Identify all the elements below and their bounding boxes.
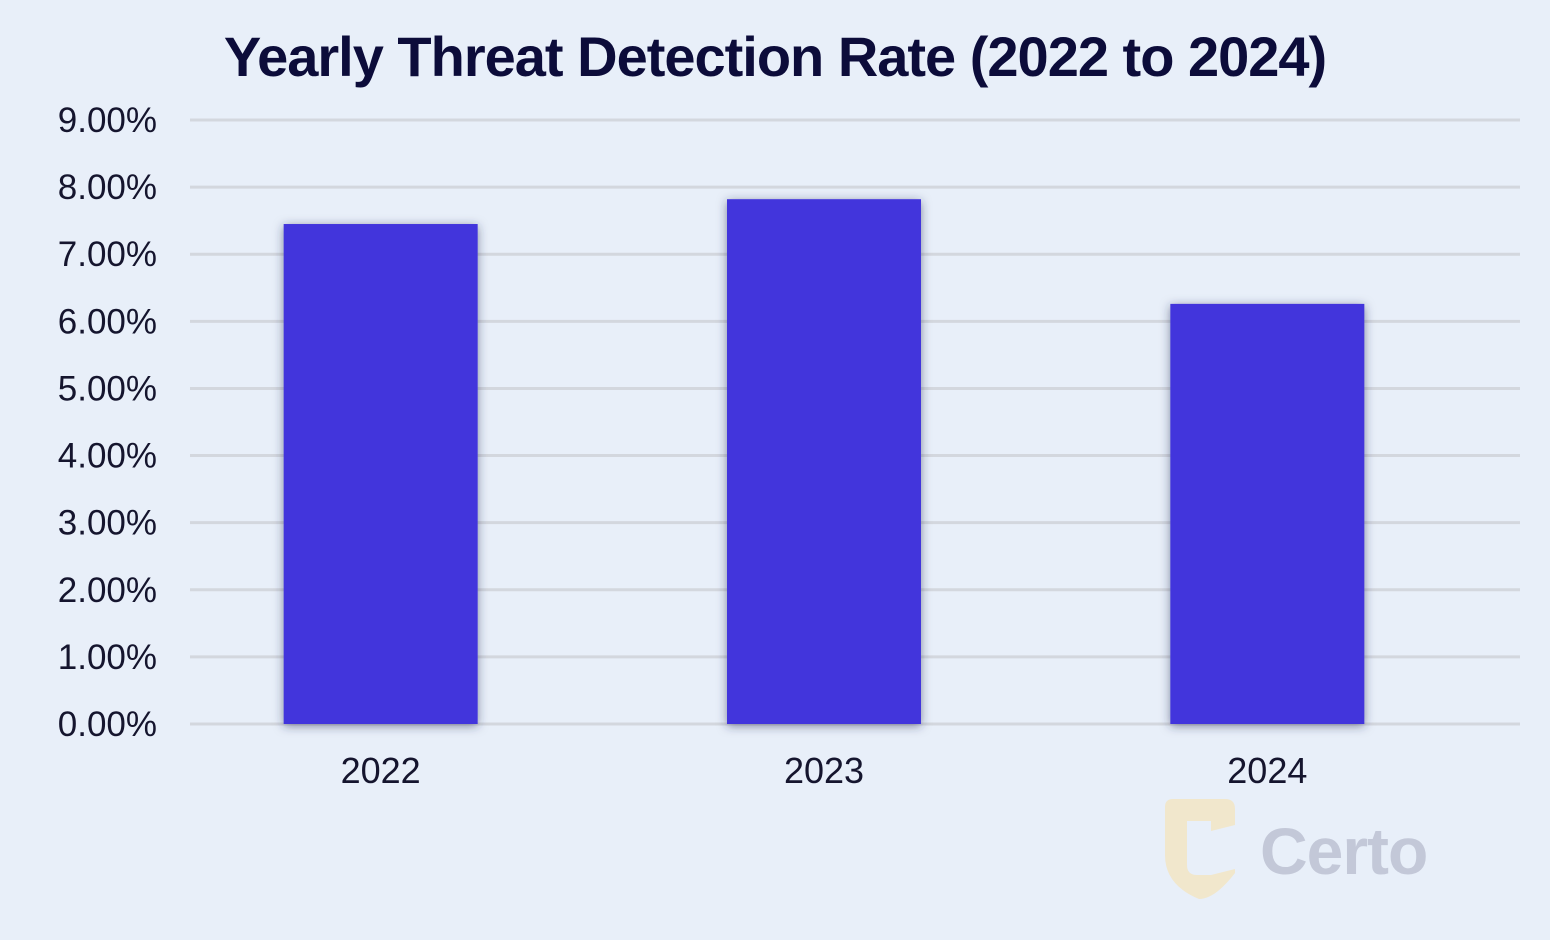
x-tick-label: 2023 (784, 750, 864, 791)
x-tick-label: 2022 (341, 750, 421, 791)
y-tick-label: 6.00% (58, 302, 157, 341)
y-tick-label: 0.00% (58, 705, 157, 744)
bar-2023 (727, 199, 921, 725)
y-tick-label: 2.00% (58, 571, 157, 610)
y-tick-label: 8.00% (58, 168, 157, 207)
certo-logo-icon (1165, 799, 1235, 899)
chart-title: Yearly Threat Detection Rate (2022 to 20… (223, 25, 1327, 88)
x-axis-ticks: 2022 2023 2024 (341, 750, 1308, 791)
y-tick-label: 4.00% (58, 437, 157, 476)
bars (283, 199, 1365, 725)
y-tick-label: 3.00% (58, 504, 157, 543)
y-tick-label: 1.00% (58, 638, 157, 677)
y-tick-label: 9.00% (58, 101, 157, 140)
y-tick-label: 5.00% (58, 369, 157, 408)
y-axis-ticks: 0.00% 1.00% 2.00% 3.00% 4.00% 5.00% 6.00% 7.00%… (58, 101, 157, 744)
certo-watermark: Certo (1155, 795, 1455, 905)
bar-2024 (1170, 303, 1365, 724)
x-tick-label: 2024 (1227, 750, 1307, 791)
bar-2022 (283, 224, 478, 724)
watermark-text: Certo (1260, 814, 1428, 888)
y-tick-label: 7.00% (58, 235, 157, 274)
